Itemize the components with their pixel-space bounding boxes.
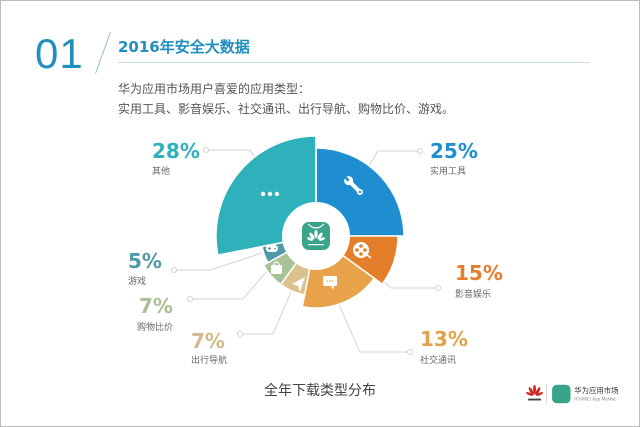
label-games-name: 游戏 (128, 277, 147, 287)
shopping-bag-icon (271, 261, 282, 274)
description-line-2: 实用工具、影音娱乐、社交通讯、出行导航、购物比价、游戏。 (118, 102, 455, 116)
label-shopping-pct: 7% (139, 294, 173, 318)
app-market-logo-icon (552, 384, 571, 404)
label-social-pct: 13% (420, 327, 468, 351)
label-shopping-name: 购物比价 (137, 323, 174, 333)
label-other-pct: 28% (152, 139, 200, 163)
leader-dots (171, 147, 441, 355)
label-navigation-name: 出行导航 (191, 356, 228, 366)
label-media-name: 影音娱乐 (455, 290, 492, 300)
chart-caption: 全年下载类型分布 (264, 383, 376, 399)
label-tools-pct: 25% (430, 139, 478, 163)
label-tools-name: 实用工具 (430, 167, 467, 177)
gamepad-icon (266, 245, 278, 252)
huawei-logo-icon (526, 384, 544, 401)
leader-lines (174, 149, 438, 353)
label-media-pct: 15% (455, 261, 503, 285)
footer-logos: 华为应用市场 HUAWEI App Market (526, 383, 618, 405)
section-number: 01 (35, 30, 84, 77)
page-title: 2016年安全大数据 (118, 38, 250, 56)
footer-app-name: 华为应用市场 (574, 386, 618, 395)
label-other-name: 其他 (152, 167, 171, 177)
more-dots-icon (260, 191, 280, 197)
header-rule (118, 62, 590, 63)
description-line-1: 华为应用市场用户喜爱的应用类型： (118, 82, 311, 96)
film-reel-icon (353, 242, 372, 259)
chat-bubble-icon (323, 276, 337, 290)
footer-app-name-en: HUAWEI App Market (574, 396, 616, 401)
huawei-app-market-icon (302, 222, 330, 250)
label-social-name: 社交通讯 (420, 356, 457, 366)
label-navigation-pct: 7% (191, 329, 225, 353)
label-games-pct: 5% (128, 249, 162, 273)
navigation-arrow-icon (292, 277, 305, 292)
wrench-icon (344, 176, 363, 195)
